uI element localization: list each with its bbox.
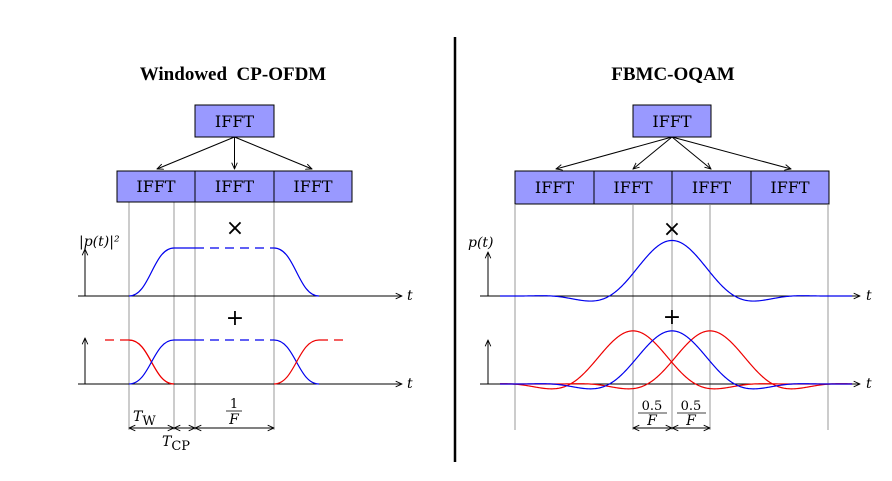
right-pulse-red-left [499,330,852,390]
left-tw-label: TW [133,409,156,429]
right-row-ifft-block-3 [671,170,752,205]
left-row-ifft-block-3 [273,170,353,203]
left-panel-title: Windowed CP-OFDM [140,64,327,85]
right-pulse-axis-label: p(t) [468,235,494,251]
left-row-ifft-label-2: IFFT [215,177,255,196]
right-panel: FBMC-OQAM IFFT IFFT IFFT IFFT IFFT × [468,64,872,430]
left-tw-label-main: T [133,409,144,425]
left-top-ifft-label: IFFT [215,112,255,131]
right-spacing-num-left: 0.5 [642,399,663,414]
right-panel-title: FBMC-OQAM [611,64,735,85]
left-tw-label-sub: W [142,414,156,429]
right-pulse-red-right [500,330,853,390]
left-curr-symbol-rise [128,339,195,385]
left-pulse-axis-label: |p(t)|² [79,234,120,250]
left-add-symbol: + [226,306,244,331]
right-row-ifft-block-1 [514,170,595,205]
left-top-ifft-block [194,104,275,138]
right-top-t-label: t [866,288,872,304]
right-row-ifft-block-4 [750,170,830,205]
left-next-symbol-red [273,339,320,385]
left-panel: Windowed CP-OFDM IFFT IFFT IFFT IFFT × |… [78,64,413,454]
left-fanout-arrows [157,136,312,169]
left-symbol-duration-den: F [228,412,240,428]
left-bottom-t-label: t [407,376,413,392]
left-window-fall [273,247,320,297]
right-spacing-den-right: F [685,413,697,429]
right-spacing-den-left: F [646,413,658,429]
left-symbol-duration-num: 1 [230,397,238,412]
left-tcp-label: TCP [162,434,190,454]
right-top-ifft-block [632,104,712,138]
left-row-ifft-label-3: IFFT [293,177,333,196]
right-prototype-pulse [500,239,852,302]
right-fanout-arrows [556,136,791,169]
left-multiply-symbol: × [226,216,244,241]
right-add-symbol: + [663,305,681,330]
right-pulse-blue-center [500,330,852,390]
right-guide-lines [514,205,829,430]
right-row-ifft-label-4: IFFT [770,178,810,197]
right-row-ifft-label-1: IFFT [535,178,575,197]
left-tcp-label-main: T [162,434,173,450]
right-spacing-num-right: 0.5 [681,399,702,414]
right-row-ifft-block-2 [593,170,673,205]
left-tcp-label-sub: CP [171,439,190,454]
right-multiply-symbol: × [663,217,681,242]
left-prev-symbol-red [105,339,175,385]
left-window-rise [128,247,175,297]
left-row-ifft-label-1: IFFT [136,177,176,196]
right-row-ifft-label-2: IFFT [613,178,653,197]
left-guide-lines [128,200,275,430]
left-top-t-label: t [407,288,413,304]
right-row-ifft-label-3: IFFT [692,178,732,197]
right-top-ifft-label: IFFT [652,112,692,131]
right-bottom-t-label: t [866,376,872,392]
